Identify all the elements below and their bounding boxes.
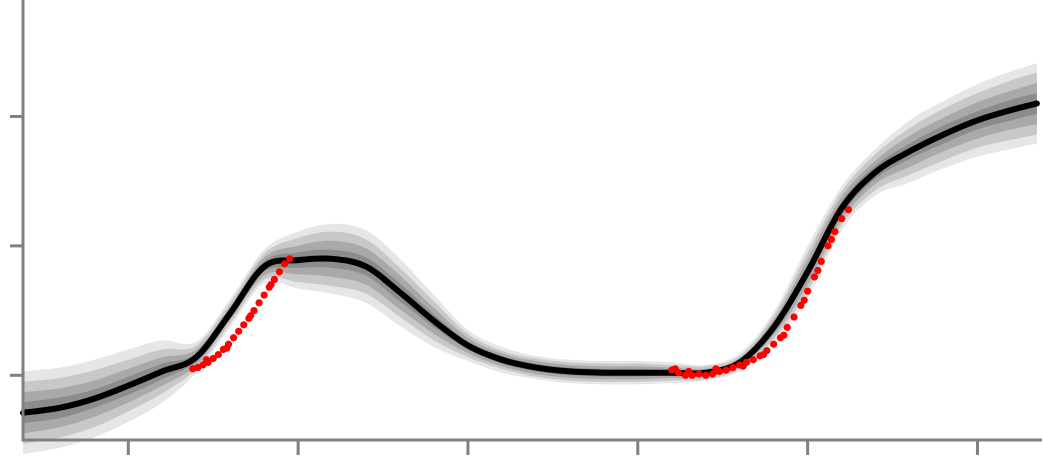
observation-point	[708, 370, 717, 378]
observation-point	[797, 301, 805, 310]
observation-point	[844, 206, 852, 214]
observation-point	[780, 331, 788, 339]
observation-point	[800, 296, 808, 304]
observation-point	[671, 365, 679, 373]
observation-point	[790, 313, 798, 321]
observation-point	[255, 299, 263, 307]
observation-point	[235, 327, 243, 335]
observation-point	[831, 228, 839, 236]
observation-point	[783, 323, 791, 332]
observation-point	[739, 362, 747, 370]
observation-point	[749, 356, 757, 364]
observation-point	[275, 268, 284, 276]
observation-point	[214, 350, 222, 359]
axes	[10, 0, 1042, 455]
observation-point	[695, 370, 703, 378]
observation-point	[280, 260, 289, 268]
observation-point	[260, 291, 268, 299]
observation-point	[270, 275, 278, 284]
band-outer	[23, 63, 1037, 455]
observation-point	[810, 273, 819, 281]
observation-point	[712, 365, 720, 373]
observation-point	[246, 312, 255, 320]
observation-point	[729, 363, 737, 372]
observation-point	[209, 354, 217, 363]
observation-point	[722, 366, 730, 374]
observation-point	[223, 344, 231, 352]
observation-point	[702, 371, 710, 379]
observation-point	[267, 281, 275, 289]
observation-point	[229, 334, 238, 342]
observation-point	[827, 235, 836, 244]
observation-point	[804, 287, 812, 295]
confidence-bands	[23, 63, 1037, 455]
observation-point	[817, 257, 825, 266]
observation-point	[824, 242, 832, 250]
observation-point	[250, 306, 258, 315]
observation-point	[770, 340, 778, 348]
observation-point	[759, 350, 768, 359]
observation-point	[838, 215, 846, 223]
observation-point	[202, 356, 211, 364]
observation-point	[286, 255, 294, 263]
observation-point	[685, 367, 693, 376]
observation-point	[240, 321, 248, 329]
mean-series	[20, 100, 1040, 416]
observation-points	[189, 206, 852, 379]
mean-line	[20, 100, 1040, 416]
observation-point	[814, 266, 822, 275]
